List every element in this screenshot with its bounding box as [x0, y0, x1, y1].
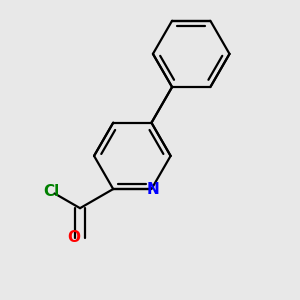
Text: N: N: [147, 182, 159, 196]
Text: O: O: [68, 230, 81, 245]
Text: Cl: Cl: [44, 184, 60, 200]
